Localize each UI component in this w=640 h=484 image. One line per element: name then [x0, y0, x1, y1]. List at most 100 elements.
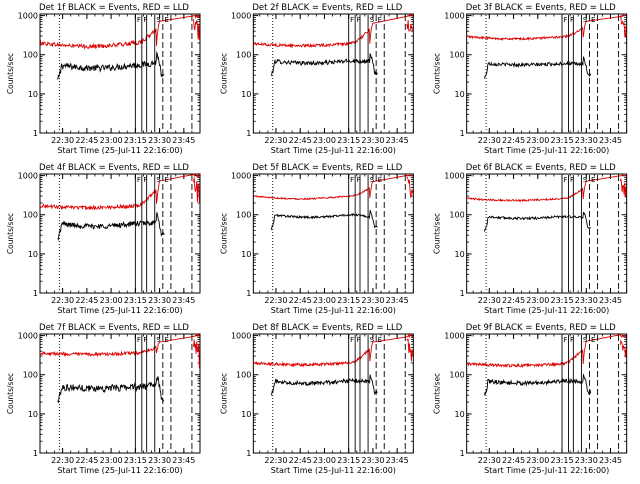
time-marker-label: F	[143, 176, 147, 184]
x-tick-label: 23:45	[172, 136, 195, 145]
x-axis-label: Start Time (25-Jul-11 22:16:00)	[271, 306, 396, 315]
y-tick-label: 1000	[231, 172, 251, 181]
series-lld	[466, 174, 627, 203]
series-lld-tail	[619, 15, 627, 38]
x-tick-label: 23:00	[526, 136, 549, 145]
y-tick-label: 10	[28, 90, 38, 99]
series-lld-tail	[406, 176, 414, 198]
panel-title: Det 6f BLACK = Events, RED = LLD	[466, 163, 616, 173]
y-tick-label: 1000	[18, 332, 38, 341]
panel-title: Det 1f BLACK = Events, RED = LLD	[39, 3, 189, 13]
x-tick-label: 22:30	[51, 456, 74, 465]
y-tick-label: 10	[454, 410, 464, 419]
panel-det-9: Det 9f BLACK = Events, RED = LLD 1 10 100 10…	[433, 323, 628, 475]
y-tick-label: 1	[33, 129, 38, 138]
x-tick-label: 22:30	[264, 456, 287, 465]
time-marker-label: F	[570, 16, 574, 24]
series-lld	[466, 14, 627, 42]
x-tick-label: 23:45	[599, 456, 622, 465]
y-tick-label: 1000	[444, 332, 464, 341]
panel-title: Det 8f BLACK = Events, RED = LLD	[252, 323, 402, 333]
time-marker-label: S	[370, 16, 375, 24]
panel-det-3: Det 3f BLACK = Events, RED = LLD 1 10 100 10…	[433, 3, 628, 155]
series-lld	[252, 332, 414, 368]
y-tick-label: 100	[236, 211, 251, 220]
time-marker-label: S	[583, 16, 588, 24]
time-marker-label: F	[564, 336, 568, 344]
x-tick-label: 22:45	[75, 136, 98, 145]
x-tick-label: 22:30	[478, 296, 501, 305]
y-tick-label: 10	[454, 250, 464, 259]
panel-title: Det 4f BLACK = Events, RED = LLD	[39, 163, 189, 173]
y-tick-label: 100	[23, 51, 38, 60]
x-tick-label: 23:30	[575, 136, 598, 145]
y-axis-label: Counts/sec	[433, 213, 442, 254]
y-tick-label: 10	[28, 410, 38, 419]
y-tick-label: 1	[246, 289, 251, 298]
y-tick-label: 1000	[444, 12, 464, 21]
x-tick-label: 23:30	[575, 456, 598, 465]
time-marker-label: F	[137, 336, 141, 344]
x-tick-label: 23:30	[361, 136, 384, 145]
series-lld-tail	[619, 339, 627, 358]
series-lld	[39, 14, 200, 51]
plot-frame	[39, 173, 201, 294]
series-lld-tail	[193, 177, 200, 204]
x-tick-label: 23:15	[550, 296, 573, 305]
y-tick-label: 1	[460, 129, 465, 138]
panel-title: Det 2f BLACK = Events, RED = LLD	[252, 3, 402, 13]
time-marker-label: F	[564, 176, 568, 184]
plot-frame	[252, 13, 414, 134]
time-marker-label: S	[583, 336, 588, 344]
series-events	[57, 212, 165, 242]
y-tick-label: 1	[246, 129, 251, 138]
series-lld-tail	[193, 339, 200, 369]
time-marker-label: F	[350, 16, 354, 24]
x-tick-label: 22:45	[75, 296, 98, 305]
y-tick-label: 1000	[444, 172, 464, 181]
y-tick-label: 1000	[231, 12, 251, 21]
series-lld-tail	[406, 19, 414, 32]
time-marker-label: E	[591, 336, 595, 344]
y-axis-label: Counts/sec	[6, 53, 15, 94]
series-lld	[253, 174, 414, 201]
panel-title: Det 9f BLACK = Events, RED = LLD	[466, 323, 616, 333]
x-tick-label: 22:45	[502, 456, 525, 465]
panel-title: Det 3f BLACK = Events, RED = LLD	[466, 3, 616, 13]
time-marker-label: S	[370, 336, 375, 344]
series-lld	[39, 333, 200, 358]
time-marker-label: S	[156, 336, 161, 344]
y-tick-label: 100	[449, 371, 464, 380]
x-tick-label: 23:30	[148, 456, 171, 465]
y-tick-label: 10	[241, 90, 251, 99]
time-marker-label: F	[570, 336, 574, 344]
y-tick-label: 100	[449, 51, 464, 60]
time-marker-label: S	[156, 16, 161, 24]
time-marker-label: F	[143, 336, 147, 344]
y-tick-label: 100	[236, 371, 251, 380]
series-lld	[252, 13, 414, 49]
x-tick-label: 22:30	[478, 456, 501, 465]
time-marker-label: E	[378, 176, 382, 184]
x-axis-label: Start Time (25-Jul-11 22:16:00)	[57, 466, 182, 475]
panel-det-7: Det 7f BLACK = Events, RED = LLD 1 10 100 10…	[6, 323, 201, 475]
x-tick-label: 23:30	[148, 136, 171, 145]
x-tick-label: 23:15	[550, 456, 573, 465]
time-marker-label: F	[564, 16, 568, 24]
time-marker-label: S	[583, 176, 588, 184]
x-tick-label: 23:45	[599, 136, 622, 145]
series-lld	[39, 172, 200, 211]
x-tick-label: 22:30	[264, 296, 287, 305]
x-axis-label: Start Time (25-Jul-11 22:16:00)	[271, 146, 396, 155]
x-tick-label: 23:00	[100, 136, 123, 145]
panel-det-8: Det 8f BLACK = Events, RED = LLD 1 10 100 10…	[219, 323, 414, 475]
y-axis-label: Counts/sec	[219, 213, 228, 254]
x-tick-label: 22:45	[502, 296, 525, 305]
x-tick-label: 23:00	[526, 296, 549, 305]
y-axis-label: Counts/sec	[6, 373, 15, 414]
series-events	[270, 374, 378, 396]
x-axis-label: Start Time (25-Jul-11 22:16:00)	[271, 466, 396, 475]
time-marker-label: S	[156, 176, 161, 184]
y-axis-label: Counts/sec	[433, 53, 442, 94]
